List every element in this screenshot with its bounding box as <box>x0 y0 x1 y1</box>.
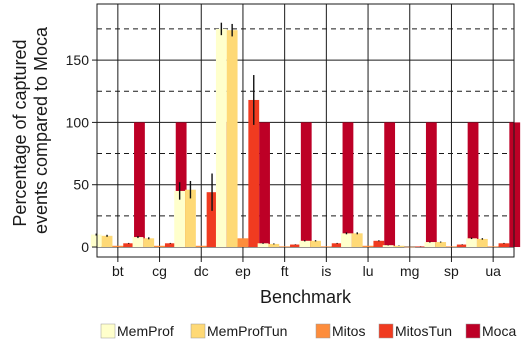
x-axis: bt cg dc ep ft is lu mg sp ua <box>112 257 501 279</box>
bar <box>320 246 332 248</box>
bar <box>299 240 311 248</box>
bar <box>467 122 479 248</box>
bar <box>331 243 343 248</box>
bar <box>259 122 270 248</box>
bar <box>498 243 510 248</box>
bar <box>425 122 437 248</box>
x-tick-label: ua <box>485 263 501 279</box>
bar <box>342 122 354 248</box>
x-tick-label: dc <box>194 263 209 279</box>
x-tick-label: cg <box>152 263 167 279</box>
bar <box>404 246 416 248</box>
legend-swatch <box>465 323 481 339</box>
x-tick-label: lu <box>363 263 374 279</box>
bar <box>393 245 405 248</box>
legend: MemProf MemProfTun Mitos MitosTun Moca <box>100 323 516 339</box>
bar <box>268 243 280 248</box>
y-axis-title-line-2: events compared to Moca <box>31 26 51 234</box>
legend-swatch <box>100 323 116 339</box>
y-axis: 0 50 100 150 <box>66 52 97 255</box>
bar <box>185 189 196 248</box>
bar <box>195 245 207 248</box>
x-tick-label: ft <box>281 263 289 279</box>
bar <box>132 237 144 248</box>
bar <box>134 122 145 248</box>
bar-layer <box>90 28 521 248</box>
bar <box>257 243 269 248</box>
bar <box>237 238 249 248</box>
bar <box>487 246 499 248</box>
bar <box>279 246 291 248</box>
bar <box>226 30 238 248</box>
x-tick-label: ep <box>235 263 251 279</box>
bar <box>341 233 352 248</box>
bar <box>362 245 374 248</box>
bar <box>476 238 488 248</box>
legend-label: MitosTun <box>395 323 452 339</box>
legend-swatch <box>378 323 394 339</box>
legend-swatch <box>190 323 206 339</box>
x-tick-label: sp <box>444 263 459 279</box>
legend-label: MemProf <box>117 323 174 339</box>
bar <box>446 246 457 248</box>
bar <box>310 240 321 248</box>
bar <box>112 245 124 248</box>
bar <box>90 234 102 248</box>
y-axis-title-line-1: Percentage of captured <box>10 39 30 226</box>
x-tick-label: is <box>321 263 331 279</box>
bar <box>435 242 447 248</box>
bar <box>174 190 186 248</box>
bar <box>456 244 468 248</box>
bar <box>466 238 477 248</box>
bar <box>382 245 394 248</box>
bar <box>351 233 363 248</box>
bar <box>175 122 187 248</box>
y-tick-label: 50 <box>73 177 89 193</box>
bar <box>215 28 227 248</box>
x-axis-title: Benchmark <box>260 287 352 307</box>
y-axis-title: Percentage of captured events compared t… <box>10 26 51 234</box>
legend-swatch <box>315 323 331 339</box>
bar <box>373 240 385 248</box>
bar <box>384 122 396 248</box>
bar <box>123 243 135 248</box>
bar <box>415 246 426 248</box>
legend-label: MemProfTun <box>207 323 287 339</box>
y-tick-label: 150 <box>66 52 90 68</box>
legend-label: Mitos <box>332 323 365 339</box>
bar <box>101 235 113 248</box>
bar <box>300 122 312 248</box>
bar <box>143 238 155 248</box>
bar <box>509 122 521 248</box>
bar <box>206 192 218 248</box>
bar <box>154 245 165 248</box>
plot-frame <box>96 3 515 258</box>
x-tick-label: bt <box>112 263 124 279</box>
error-bar-layer <box>95 22 505 247</box>
x-tick-label: mg <box>400 263 419 279</box>
legend-label: Moca <box>482 323 516 339</box>
y-tick-label: 0 <box>81 239 89 255</box>
bar <box>290 244 301 248</box>
bar <box>248 99 260 248</box>
bar <box>164 243 176 248</box>
bar <box>424 242 436 248</box>
y-tick-label: 100 <box>66 114 90 130</box>
